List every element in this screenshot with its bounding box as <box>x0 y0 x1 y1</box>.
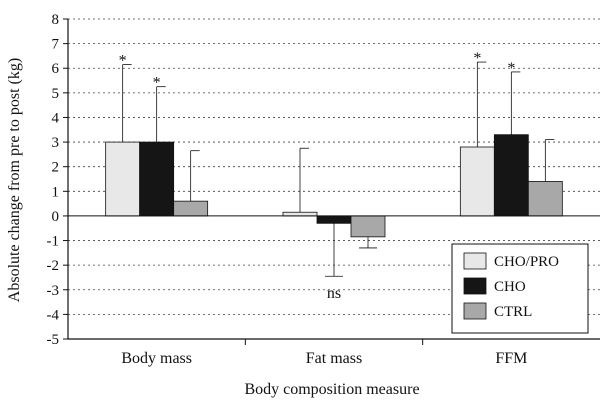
axes <box>63 18 600 345</box>
legend-swatch <box>463 252 487 270</box>
legend-label: CHO <box>494 279 526 295</box>
x-axis-title: Body composition measure <box>244 381 419 398</box>
y-tick-label: 4 <box>52 110 60 126</box>
y-tick-label: 7 <box>52 37 60 53</box>
bar-ctrl <box>173 200 209 217</box>
legend: CHO/PRO CHO CTRL <box>451 243 589 334</box>
bar-cho-pro <box>459 146 495 217</box>
tick-labels: -5 -4 -3 -2 -1 0 1 2 3 4 5 6 7 8 Body mass * * Fat mass ns… <box>47 12 528 367</box>
bar-cho <box>139 141 175 217</box>
category-label: FFM <box>495 350 527 367</box>
y-tick-label: 2 <box>52 160 60 176</box>
bar-cho <box>316 215 352 224</box>
category-label: Body mass <box>121 350 192 367</box>
significance-asterisk: * <box>153 75 161 92</box>
y-tick-label: 6 <box>52 61 60 77</box>
y-tick-label: 0 <box>52 209 60 225</box>
bar-ctrl <box>527 181 563 217</box>
bar-cho-pro <box>105 141 141 217</box>
significance-asterisk: * <box>507 60 515 77</box>
y-tick-label: -5 <box>47 332 60 348</box>
bar-ctrl <box>350 215 386 238</box>
significance-asterisk: * <box>473 50 481 67</box>
y-tick-label: 3 <box>52 135 60 151</box>
legend-swatch <box>463 302 487 320</box>
y-axis-title: Absolute change from pre to post (kg) <box>6 58 23 302</box>
y-tick-label: 5 <box>52 86 60 102</box>
y-tick-label: -2 <box>47 258 60 274</box>
bar-cho <box>493 134 529 217</box>
y-tick-label: -1 <box>47 234 60 250</box>
significance-asterisk: * <box>119 53 127 70</box>
y-tick-label: -3 <box>47 283 60 299</box>
bars <box>105 61 563 277</box>
y-tick-label: 8 <box>52 12 60 28</box>
ns-annotation: ns <box>327 285 341 302</box>
bar-cho-pro <box>282 211 318 217</box>
category-label: Fat mass <box>306 350 362 367</box>
legend-label: CTRL <box>494 304 532 320</box>
legend-swatch <box>463 277 487 295</box>
y-tick-label: 1 <box>52 184 60 200</box>
y-tick-label: -4 <box>47 307 60 323</box>
legend-label: CHO/PRO <box>494 254 559 270</box>
